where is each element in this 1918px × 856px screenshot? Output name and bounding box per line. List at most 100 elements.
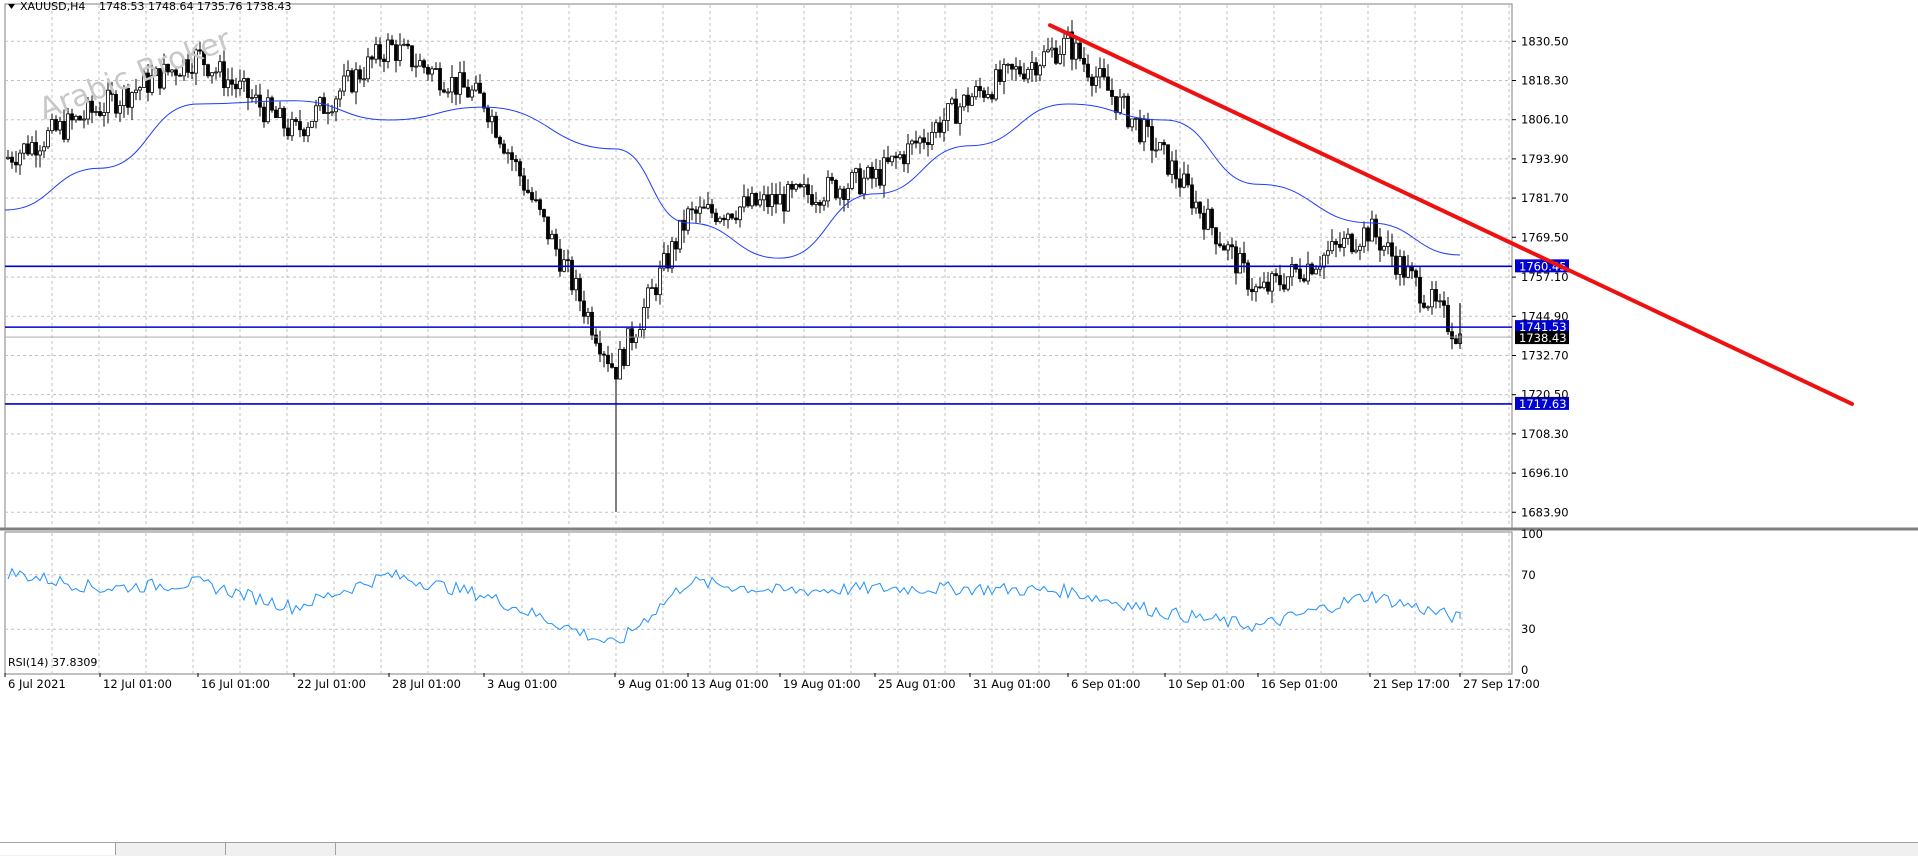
candle-down: [1198, 201, 1202, 214]
candle-up: [770, 194, 774, 208]
rsi-tick-label: 70: [1521, 568, 1536, 582]
candle-down: [878, 168, 882, 186]
candle-up: [402, 43, 406, 46]
candle-up: [1314, 268, 1318, 275]
candle-down: [894, 155, 898, 159]
candle-up: [970, 96, 974, 106]
candle-up: [122, 87, 126, 106]
y-tick-label: 1744.90: [1521, 309, 1569, 323]
candle-up: [214, 71, 218, 74]
x-tick-label: 31 Aug 01:00: [973, 677, 1051, 691]
candle-down: [1078, 42, 1082, 59]
candle-up: [898, 154, 902, 159]
candle-up: [58, 120, 62, 131]
candle-down: [538, 199, 542, 210]
candle-down: [1150, 126, 1154, 151]
candle-up: [1094, 76, 1098, 86]
candle-down: [498, 136, 502, 145]
candle-down: [1114, 96, 1118, 113]
resistance-trendline[interactable]: [1048, 23, 1854, 406]
candle-up: [1270, 273, 1274, 292]
candle-down: [282, 107, 286, 129]
rsi-line: [7, 567, 1461, 644]
chart-tab-active[interactable]: [0, 843, 116, 855]
candle-down: [406, 43, 410, 47]
candle-down: [358, 69, 362, 80]
candle-down: [246, 78, 250, 99]
trendline[interactable]: [1048, 23, 1854, 406]
candle-up: [218, 61, 222, 73]
x-tick-label: 6 Sep 01:00: [1071, 677, 1140, 691]
candle-down: [26, 143, 30, 155]
candle-up: [418, 60, 422, 67]
candle-down: [1374, 218, 1378, 238]
candle-up: [42, 146, 46, 152]
candle-down: [382, 58, 386, 62]
candle-up: [154, 68, 158, 77]
candle-up: [706, 204, 710, 209]
candle-up: [318, 97, 322, 107]
candle-up: [362, 78, 366, 81]
candle-up: [130, 92, 134, 108]
candle-up: [574, 278, 578, 291]
candle-up: [242, 78, 246, 82]
candle-up: [386, 39, 390, 62]
candle-down: [1202, 212, 1206, 230]
candle-up: [162, 63, 166, 89]
chart-tab[interactable]: [115, 843, 226, 855]
candle-down: [158, 68, 162, 89]
candle-down: [486, 107, 490, 123]
candle-down: [954, 98, 958, 124]
candle-up: [1038, 65, 1042, 76]
y-tick-label: 1830.50: [1521, 34, 1569, 48]
candle-down: [174, 69, 178, 76]
candle-down: [454, 77, 458, 95]
candle-up: [678, 219, 682, 250]
candle-down: [1450, 331, 1454, 340]
candle-down: [1086, 63, 1090, 78]
y-tick-label: 1769.50: [1521, 230, 1569, 244]
candle-down: [610, 363, 614, 368]
candle-up: [634, 336, 638, 343]
candle-up: [1238, 253, 1242, 274]
candle-up: [366, 56, 370, 80]
candle-up: [670, 241, 674, 269]
candle-up: [1354, 249, 1358, 253]
rsi-panel: [7, 567, 1461, 644]
candle-up: [414, 65, 418, 68]
dropdown-triangle-icon[interactable]: [8, 4, 15, 9]
candle-up: [854, 168, 858, 173]
candle-up: [1262, 281, 1266, 289]
rsi-panel-frame: [4, 531, 1513, 675]
candle-down: [666, 253, 670, 269]
candle-down: [426, 66, 430, 75]
candle-down: [914, 140, 918, 144]
y-tick-label: 1696.10: [1521, 466, 1569, 480]
candle-up: [1134, 117, 1138, 120]
candle-down: [286, 127, 290, 137]
candle-up: [762, 194, 766, 201]
candle-down: [270, 97, 274, 111]
candle-down: [690, 208, 694, 211]
candle-up: [430, 68, 434, 75]
level-price-tag: [1515, 320, 1569, 334]
candle-up: [1286, 276, 1290, 290]
candle-down: [514, 159, 518, 163]
candle-up: [882, 157, 886, 186]
candle-down: [1070, 31, 1074, 60]
candle-down: [230, 79, 234, 85]
candle-up: [738, 206, 742, 221]
chart-tab[interactable]: [225, 843, 336, 855]
candle-up: [182, 59, 186, 77]
candle-down: [1266, 281, 1270, 292]
candle-up: [1142, 119, 1146, 143]
candle-down: [730, 213, 734, 219]
candle-up: [1362, 227, 1366, 247]
x-tick-label: 12 Jul 01:00: [103, 677, 172, 691]
candle-down: [546, 216, 550, 240]
candle-up: [1382, 246, 1386, 251]
candle-up: [822, 200, 826, 206]
rsi-title: RSI(14) 37.8309: [8, 656, 97, 669]
